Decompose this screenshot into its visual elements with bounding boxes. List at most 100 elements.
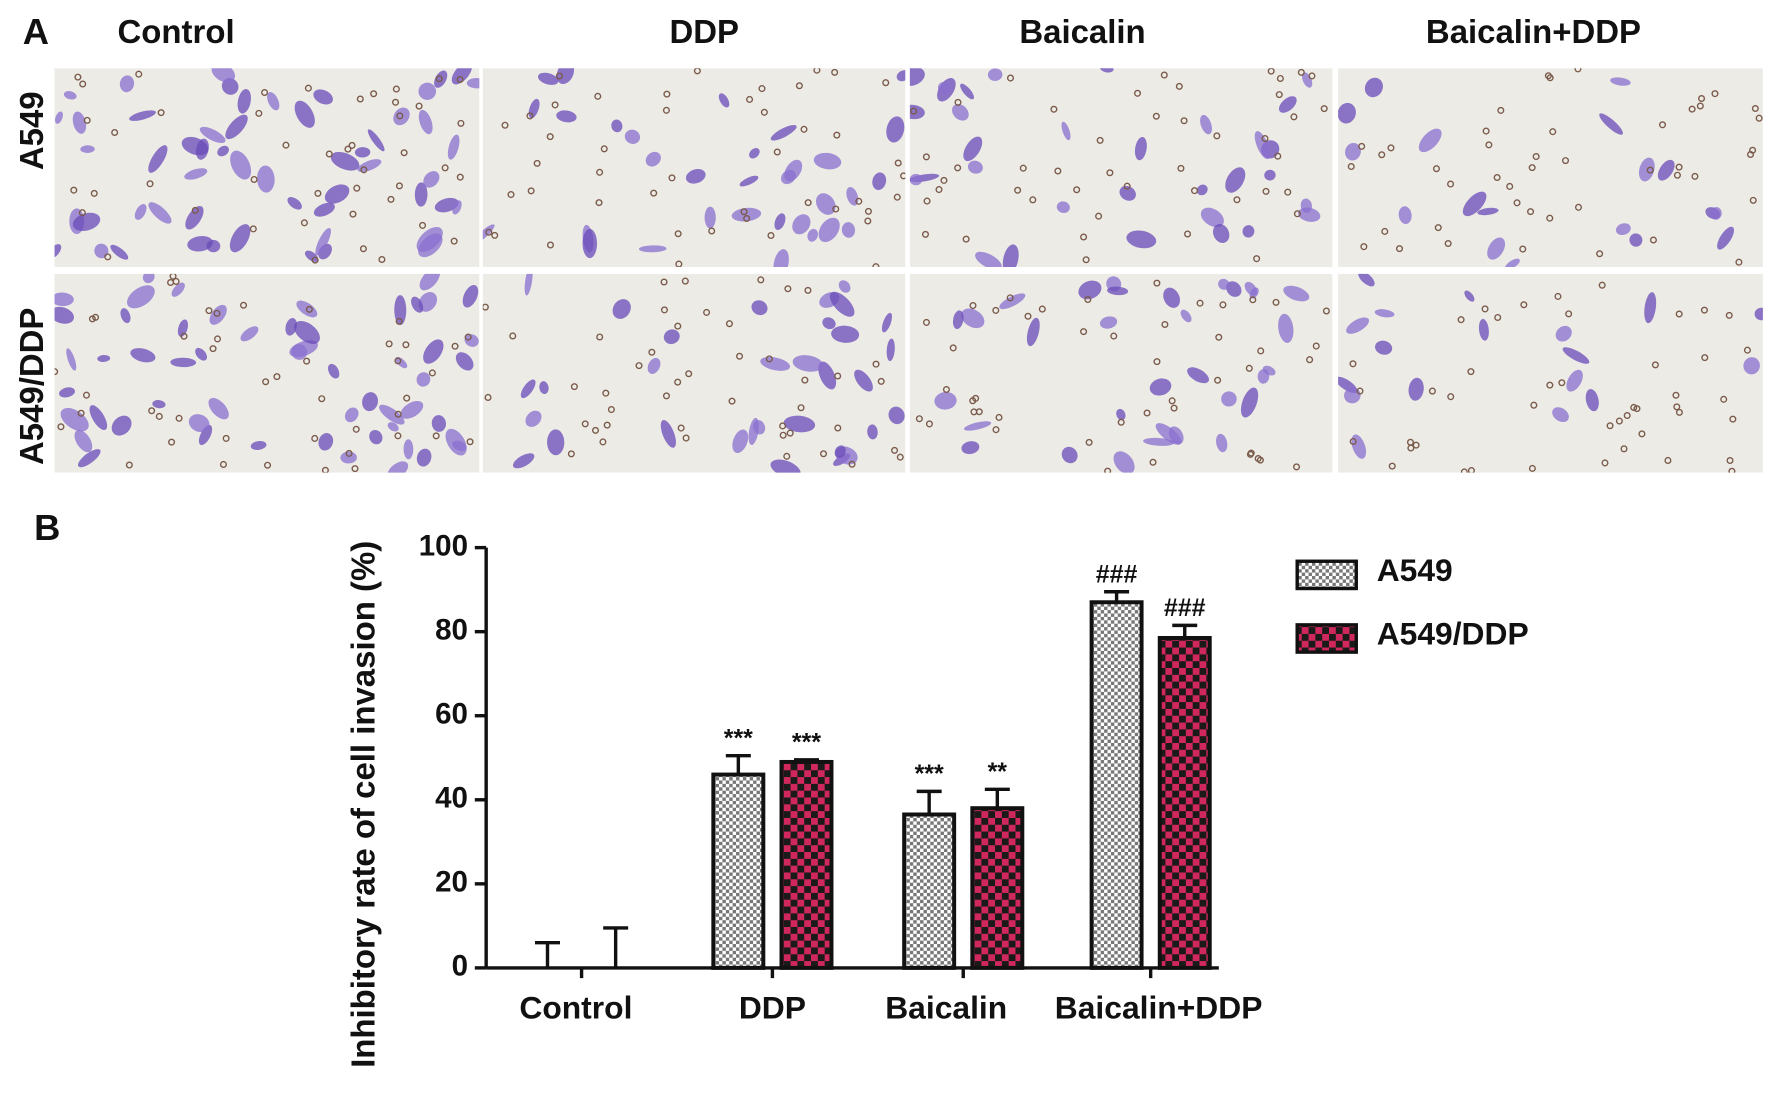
pore (378, 255, 386, 264)
pore (1019, 164, 1027, 172)
cell (937, 81, 951, 95)
pore (1554, 292, 1562, 300)
pore (482, 303, 489, 311)
pore (962, 235, 970, 243)
cell (1610, 77, 1631, 86)
cell (225, 114, 248, 140)
pore (1675, 163, 1683, 171)
pore (428, 369, 436, 377)
cell (1187, 367, 1209, 384)
pore (894, 159, 902, 167)
micrograph (54, 68, 480, 268)
pore (603, 421, 611, 429)
x-tick-label: Baicalin (885, 989, 1007, 1025)
cell (1644, 292, 1657, 324)
cell (1398, 206, 1412, 225)
pore (992, 306, 1000, 314)
pore (1528, 464, 1536, 472)
pore (1249, 296, 1257, 304)
cell (434, 70, 448, 88)
cell (987, 68, 1003, 82)
pore (834, 424, 842, 432)
micrograph-bg (482, 68, 906, 268)
cell (1078, 280, 1102, 300)
cell (74, 429, 93, 453)
pore (1143, 409, 1151, 417)
pore (570, 383, 578, 391)
pore (351, 465, 359, 473)
pore (419, 221, 427, 229)
cell (774, 213, 786, 231)
pore (432, 432, 440, 440)
bar (1089, 600, 1144, 970)
cell (1240, 387, 1259, 418)
pore (784, 285, 792, 293)
pore (1620, 445, 1628, 453)
panel-label: B (34, 507, 60, 548)
cell (209, 304, 227, 325)
cell (1615, 223, 1631, 236)
pore (925, 420, 933, 428)
pore (1106, 169, 1114, 177)
cell (257, 165, 275, 193)
pore (1672, 391, 1680, 399)
pore (1085, 438, 1093, 446)
pore (1160, 71, 1168, 79)
pore (915, 415, 923, 423)
pore (1546, 381, 1554, 389)
pore (484, 393, 492, 401)
pore (509, 332, 517, 340)
pore (83, 116, 91, 124)
cell (520, 379, 536, 399)
cell (188, 414, 210, 433)
pore (1623, 411, 1631, 419)
pore (648, 348, 656, 356)
pore (261, 88, 269, 97)
pore (602, 389, 610, 397)
cell (394, 295, 407, 326)
cell (1200, 207, 1224, 228)
row-label: A549/DDP (13, 308, 50, 465)
cell (822, 317, 836, 330)
legend-label: A549 (1377, 552, 1453, 588)
cell (66, 348, 77, 371)
pore (1691, 172, 1699, 180)
cell (1113, 451, 1135, 473)
cell (1338, 102, 1356, 124)
pore (457, 119, 465, 127)
x-tick-label: DDP (739, 989, 806, 1025)
pore (222, 434, 230, 442)
cell (1107, 286, 1129, 296)
y-tick-label: 0 (452, 950, 468, 983)
pore (415, 102, 423, 110)
pore (491, 231, 499, 239)
pore (435, 75, 443, 83)
micrograph (909, 273, 1333, 473)
cell (967, 160, 983, 174)
cell (660, 419, 676, 448)
cell (304, 250, 319, 262)
pore (1213, 132, 1221, 140)
pore (402, 341, 410, 349)
cell (961, 308, 985, 329)
cell (1249, 287, 1259, 299)
pore (922, 318, 930, 326)
cell (1345, 142, 1361, 161)
pore (466, 438, 474, 446)
pore (441, 164, 449, 172)
cell (237, 89, 251, 114)
pore (527, 187, 535, 195)
cell (999, 293, 1026, 310)
pore (596, 168, 604, 176)
pore (303, 357, 311, 365)
panel-label: A (23, 11, 49, 52)
pore (1246, 450, 1254, 458)
pore (1434, 224, 1442, 232)
pore (1601, 459, 1609, 467)
cell (94, 243, 109, 259)
pore (820, 450, 828, 458)
cell (208, 397, 229, 420)
micrograph-bg (1338, 273, 1763, 473)
cell (330, 151, 360, 171)
cell (963, 136, 983, 162)
